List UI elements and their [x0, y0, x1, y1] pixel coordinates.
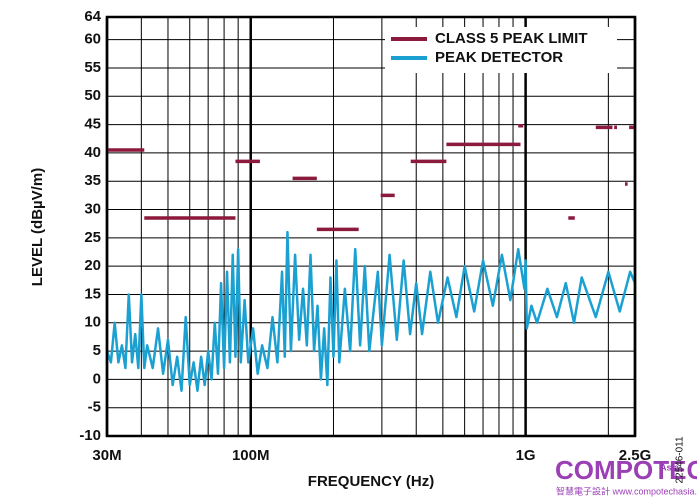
y-tick-label: 45	[84, 116, 101, 133]
y-tick-label: 50	[84, 87, 101, 104]
y-tick-label: 10	[84, 314, 101, 331]
legend-label: CLASS 5 PEAK LIMIT	[435, 30, 588, 47]
x-tick-label: 100M	[232, 447, 270, 464]
legend-box	[385, 27, 617, 73]
y-tick-label: 0	[93, 370, 101, 387]
x-tick-label: 1G	[516, 447, 536, 464]
y-tick-label: 60	[84, 31, 101, 48]
watermark-region: Asia	[660, 462, 680, 472]
y-tick-label: 25	[84, 229, 101, 246]
y-tick-label: -10	[79, 427, 101, 444]
y-tick-label: 64	[84, 8, 101, 25]
y-tick-label: 5	[93, 342, 101, 359]
watermark-tagline: 智慧電子設計 www.compotechasia.com	[556, 485, 697, 496]
y-axis-title: LEVEL (dBµV/m)	[29, 168, 46, 286]
y-tick-label: 55	[84, 59, 101, 76]
x-tick-label: 30M	[92, 447, 121, 464]
y-tick-label: 30	[84, 200, 101, 217]
y-tick-label: 40	[84, 144, 101, 161]
series-line	[107, 123, 635, 232]
series-line	[107, 230, 635, 392]
watermark-brand: COMPOTECH	[555, 455, 697, 485]
y-tick-label: -5	[88, 399, 101, 416]
y-tick-label: 35	[84, 172, 101, 189]
plot-frame	[105, 15, 637, 438]
y-tick-label: 20	[84, 257, 101, 274]
figure-id: 22546-011	[675, 436, 686, 484]
x-axis-title: FREQUENCY (Hz)	[308, 473, 434, 490]
legend-label: PEAK DETECTOR	[435, 49, 563, 66]
y-tick-label: 15	[84, 285, 101, 302]
x-tick-label: 2.5G	[619, 447, 652, 464]
